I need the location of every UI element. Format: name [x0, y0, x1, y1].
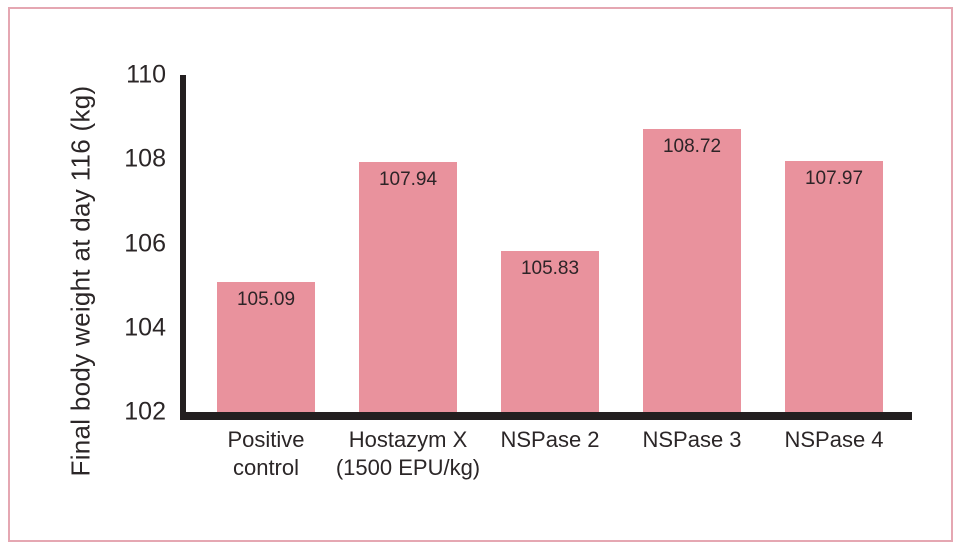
y-tick-label: 104: [124, 313, 166, 342]
x-category-label: Positive control: [227, 427, 305, 480]
frame-border: [8, 7, 953, 542]
bar: 107.94: [359, 161, 457, 412]
bar-value-label: 105.09: [236, 288, 296, 310]
bar-value-label: 108.72: [662, 135, 722, 157]
bar-value-label: 105.83: [520, 257, 580, 279]
y-tick-label: 102: [124, 397, 166, 426]
x-category-label: NSPase 4: [784, 427, 884, 452]
x-category-label: NSPase 2: [500, 427, 600, 452]
y-axis-title: Final body weight at day 116 (kg): [65, 85, 96, 477]
bar-value-label: 107.94: [378, 168, 438, 190]
y-tick-label: 106: [124, 229, 166, 257]
x-category-label: NSPase 3: [642, 427, 742, 452]
bar: 105.09: [217, 281, 315, 412]
y-tick-label: 108: [124, 144, 166, 173]
x-category-label: Hostazym X (1500 EPU/kg): [335, 427, 481, 480]
bar-value-label: 107.97: [804, 167, 864, 189]
plot-area: 105.09 107.94 105.83 108.72 107.97: [180, 75, 912, 420]
bar: 108.72: [643, 128, 741, 412]
bars-container: 105.09 107.94 105.83 108.72 107.97: [186, 75, 912, 412]
bar: 105.83: [501, 250, 599, 412]
bar: 107.97: [785, 160, 883, 412]
y-tick-label: 110: [126, 60, 166, 89]
